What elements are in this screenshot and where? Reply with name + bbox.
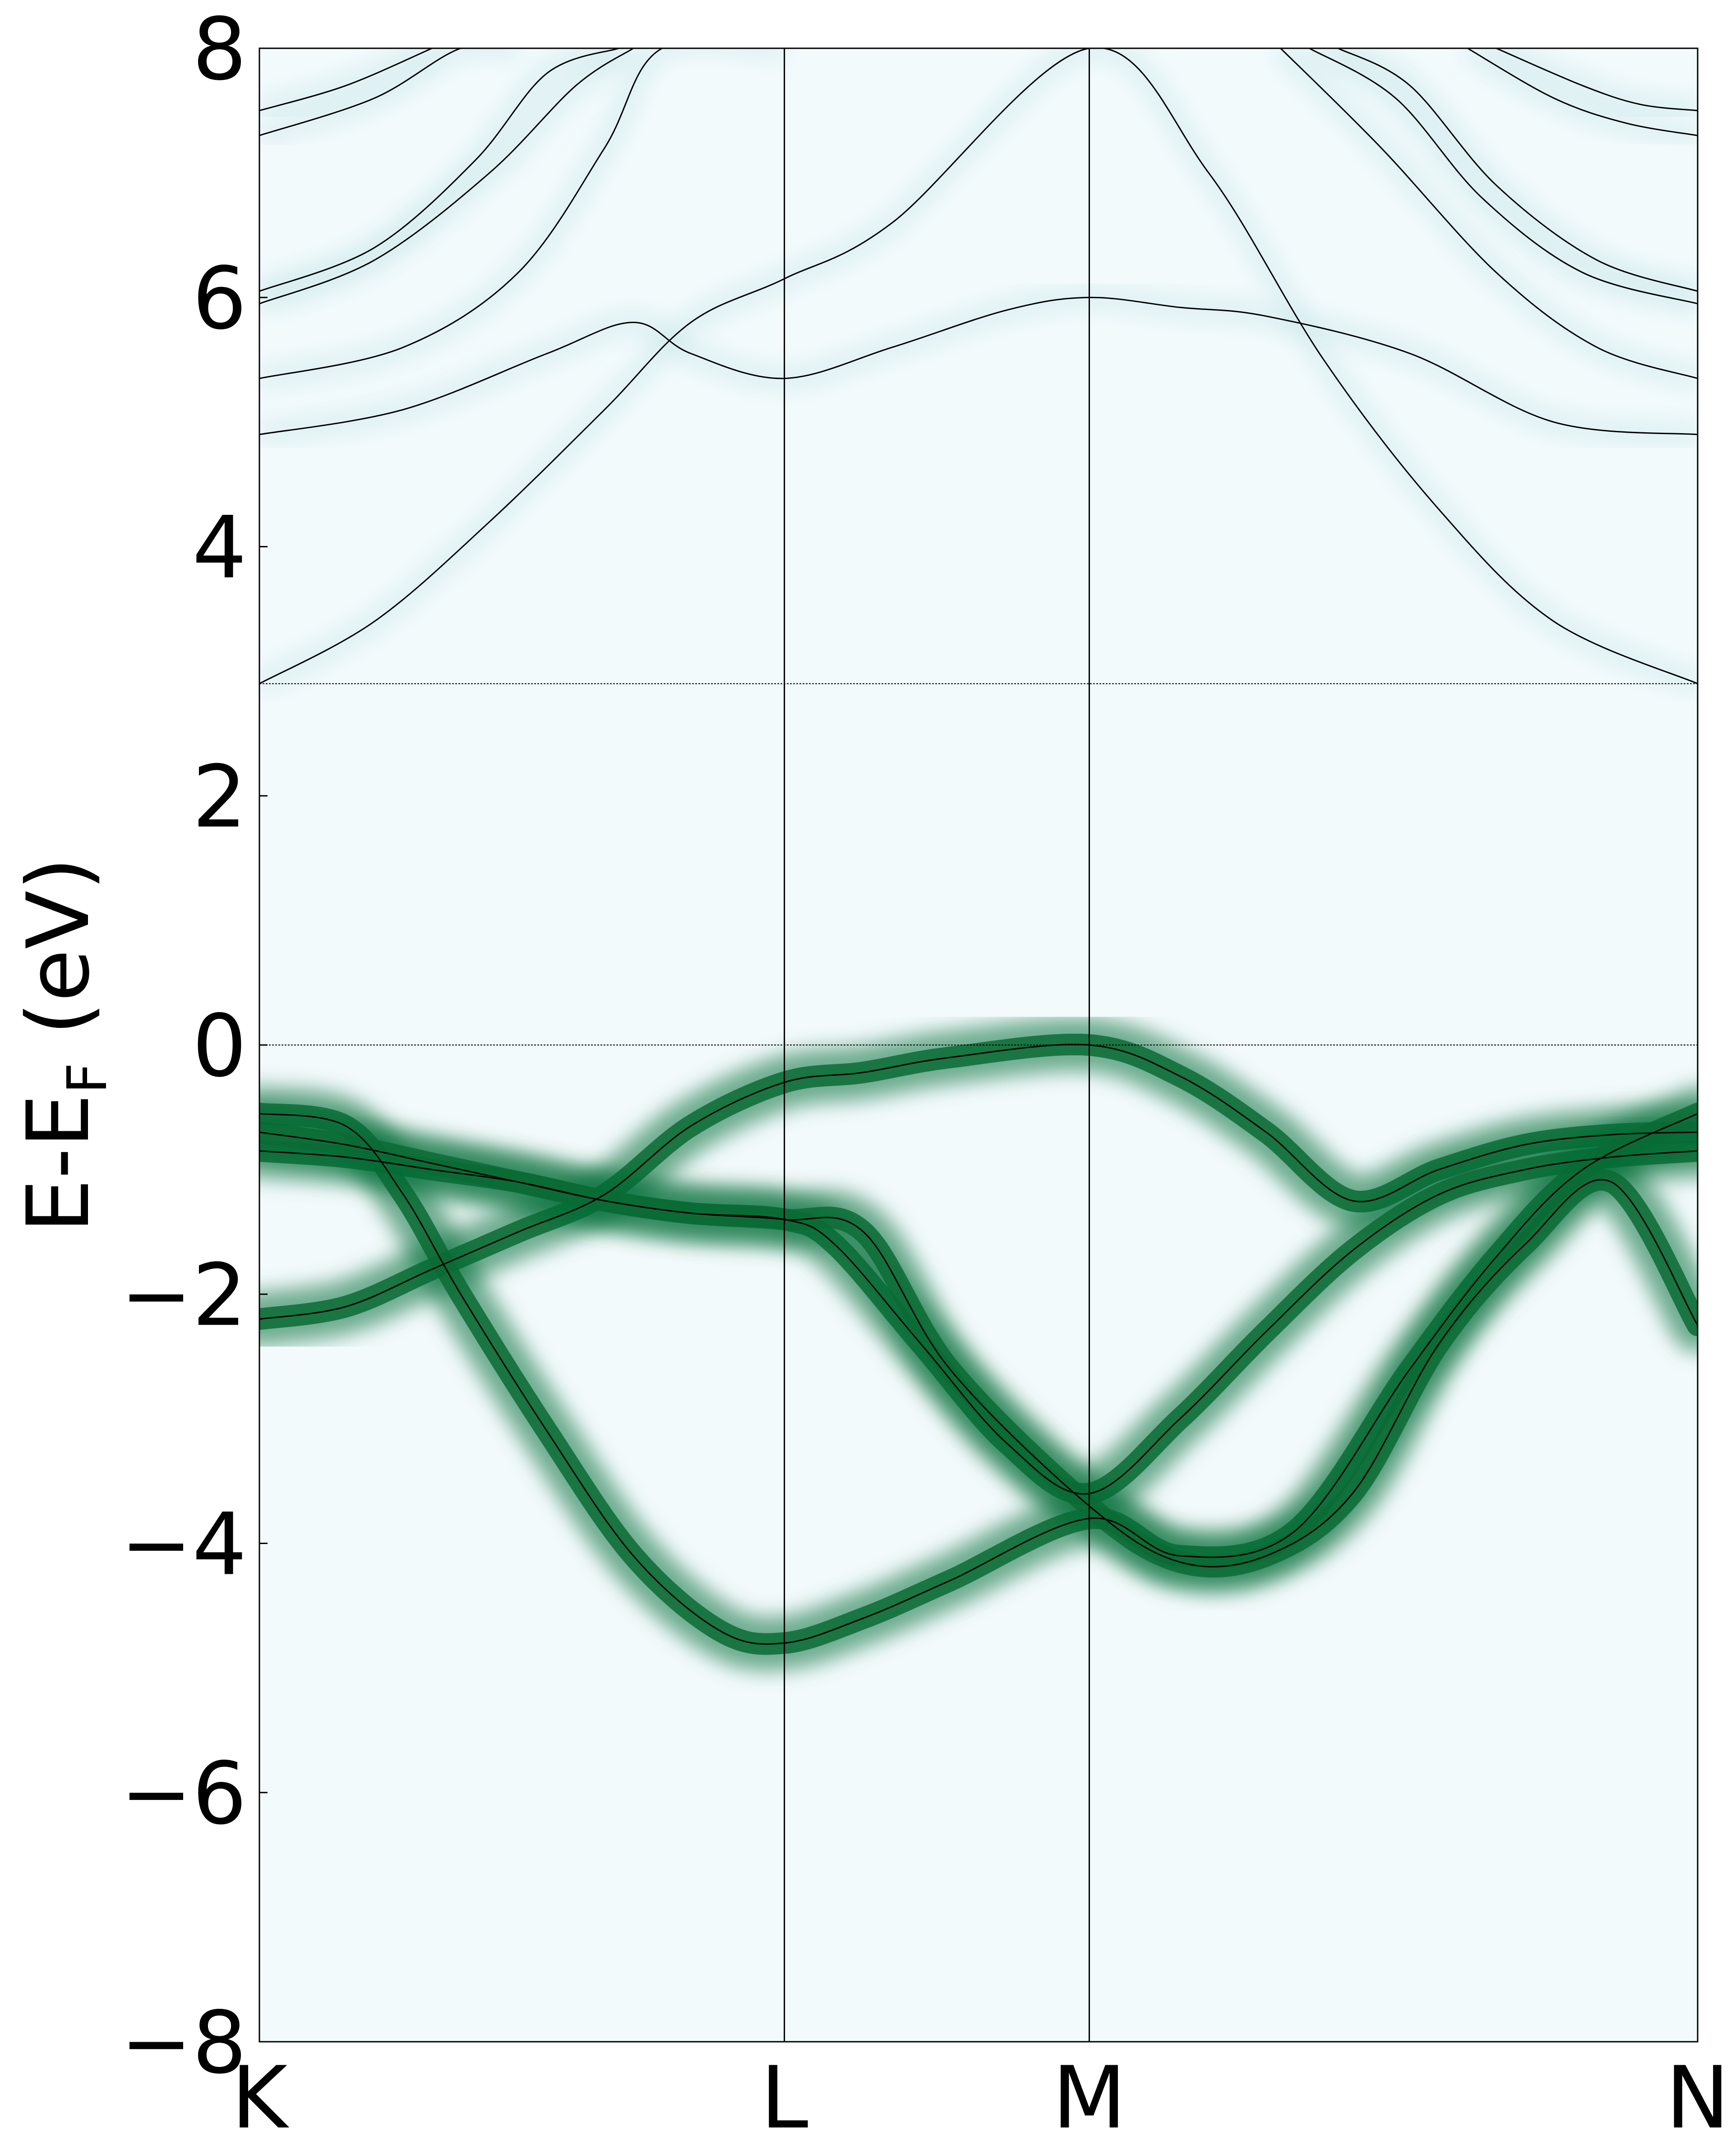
x-tick-label-N: N xyxy=(1666,2048,1730,2141)
y-axis-label-main: E-E xyxy=(9,1094,108,1233)
band-11-line xyxy=(259,48,619,292)
band-8-line xyxy=(259,48,634,305)
y-tick-label: −4 xyxy=(120,1495,247,1595)
y-tick-label: −2 xyxy=(120,1245,247,1345)
y-axis-label-unit: (eV) xyxy=(9,857,108,1063)
band-7-line xyxy=(259,48,785,379)
y-tick-label: 8 xyxy=(192,0,247,99)
band-9-line xyxy=(259,48,518,136)
y-tick-label: −8 xyxy=(120,1993,247,2093)
x-tick-label-L: L xyxy=(761,2048,808,2141)
band-15-line xyxy=(1467,48,1698,136)
y-axis-label-subscript: F xyxy=(56,1063,119,1094)
band-5-line xyxy=(259,48,1698,684)
kpoint-lines xyxy=(784,48,1090,2042)
band-6-line xyxy=(259,296,1698,435)
band-10-line xyxy=(259,48,433,111)
y-tick-label: 6 xyxy=(192,249,247,348)
reference-lines xyxy=(259,683,1698,1045)
y-tick-label: 2 xyxy=(192,747,247,847)
band-lines xyxy=(259,48,1698,1645)
y-axis-label: E-EF (eV) xyxy=(9,857,119,1233)
y-tick-label: 0 xyxy=(192,996,247,1096)
band-1-line xyxy=(259,1044,1698,1320)
band-3-line xyxy=(259,1113,1698,1645)
band-14-line xyxy=(1280,48,1698,379)
y-axis-ticks: −8 −6 −4 −2 0 2 4 6 8 xyxy=(120,0,268,2093)
y-tick-label: −6 xyxy=(120,1744,247,1844)
band-16-line xyxy=(1496,48,1698,111)
y-tick-label: 4 xyxy=(192,498,247,598)
x-tick-label-K: K xyxy=(231,2048,290,2141)
band-12-line xyxy=(1338,48,1698,292)
x-tick-label-M: M xyxy=(1053,2048,1127,2141)
band-13-line xyxy=(1309,48,1698,305)
band-4-line xyxy=(259,1131,1698,1568)
x-axis-ticks: K L M N xyxy=(231,2048,1730,2141)
